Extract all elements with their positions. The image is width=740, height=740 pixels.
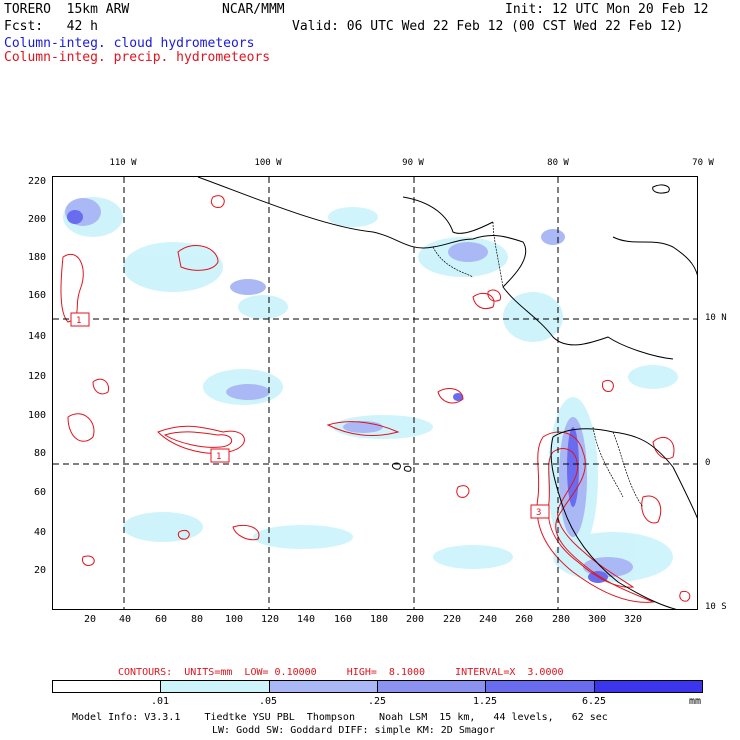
- lat-label-10n: 10 N: [705, 313, 727, 323]
- y-tick: 20: [33, 565, 46, 576]
- colorbar-bin: [377, 681, 487, 692]
- x-tick: 280: [551, 614, 571, 625]
- contour-info: CONTOURS: UNITS=mm LOW= 0.10000 HIGH= 8.…: [118, 667, 564, 678]
- colorbar-bin: [53, 681, 162, 692]
- field-precip-label: Column-integ. precip. hydrometeors: [4, 50, 271, 65]
- colorbar-tick: 1.25: [472, 696, 498, 707]
- colorbar: [52, 680, 703, 693]
- map-plot-area: 1 1 3: [52, 176, 698, 610]
- x-tick: 60: [154, 614, 168, 625]
- field-cloud-label: Column-integ. cloud hydrometeors: [4, 36, 255, 51]
- lon-label-70w: 70 W: [692, 158, 714, 168]
- cloud-shading: [63, 197, 678, 582]
- x-tick: 240: [478, 614, 498, 625]
- y-tick: 200: [27, 214, 46, 225]
- x-tick: 140: [296, 614, 316, 625]
- map-box-label-a: 1: [76, 316, 82, 326]
- x-tick: 200: [405, 614, 425, 625]
- colorbar-bin: [269, 681, 378, 692]
- colorbar-tick: .01: [150, 696, 170, 707]
- lat-lon-grid: [53, 177, 697, 609]
- model-title: TORERO 15km ARW: [4, 2, 130, 17]
- y-tick: 120: [27, 371, 46, 382]
- lon-label-80w: 80 W: [547, 158, 569, 168]
- model-physics: LW: Godd SW: Goddard DIFF: simple KM: 2D…: [212, 725, 495, 736]
- x-tick: 220: [442, 614, 462, 625]
- x-tick: 320: [623, 614, 643, 625]
- model-info: Model Info: V3.3.1 Tiedtke YSU PBL Thomp…: [72, 712, 608, 723]
- colorbar-bin: [486, 681, 595, 692]
- lon-label-110w: 110 W: [109, 158, 137, 168]
- y-tick: 140: [27, 331, 46, 342]
- x-tick: 180: [369, 614, 389, 625]
- forecast-hour: Fcst: 42 h: [4, 19, 98, 34]
- init-time: Init: 12 UTC Mon 20 Feb 12: [505, 2, 709, 17]
- x-tick: 120: [260, 614, 280, 625]
- y-tick: 100: [27, 410, 46, 421]
- y-tick: 80: [33, 448, 46, 459]
- x-tick: 300: [587, 614, 607, 625]
- lat-label-0: 0: [705, 458, 711, 468]
- x-tick: 260: [514, 614, 534, 625]
- lon-label-90w: 90 W: [402, 158, 424, 168]
- colorbar-tick: .25: [367, 696, 387, 707]
- org-label: NCAR/MMM: [222, 2, 285, 17]
- colorbar-bin: [161, 681, 270, 692]
- lon-label-100w: 100 W: [254, 158, 282, 168]
- lat-label-10s: 10 S: [705, 602, 727, 612]
- country-borders: [432, 221, 644, 508]
- x-tick: 160: [333, 614, 353, 625]
- map-box-label-c: 3: [536, 508, 542, 518]
- y-tick: 60: [33, 487, 46, 498]
- valid-time: Valid: 06 UTC Wed 22 Feb 12 (00 CST Wed …: [292, 19, 684, 34]
- colorbar-bin: [594, 681, 702, 692]
- x-tick: 20: [83, 614, 97, 625]
- y-tick: 160: [27, 290, 46, 301]
- colorbar-unit: mm: [688, 696, 702, 707]
- coastlines: [197, 177, 697, 609]
- x-tick: 80: [190, 614, 204, 625]
- x-tick: 100: [224, 614, 244, 625]
- colorbar-tick: 6.25: [581, 696, 607, 707]
- y-tick: 40: [33, 527, 46, 538]
- x-tick: 40: [118, 614, 132, 625]
- colorbar-tick: .05: [258, 696, 278, 707]
- y-tick: 180: [27, 252, 46, 263]
- label-boxes: [70, 312, 550, 519]
- map-svg: [53, 177, 697, 609]
- y-tick: 220: [27, 176, 46, 187]
- map-box-label-b: 1: [216, 452, 222, 462]
